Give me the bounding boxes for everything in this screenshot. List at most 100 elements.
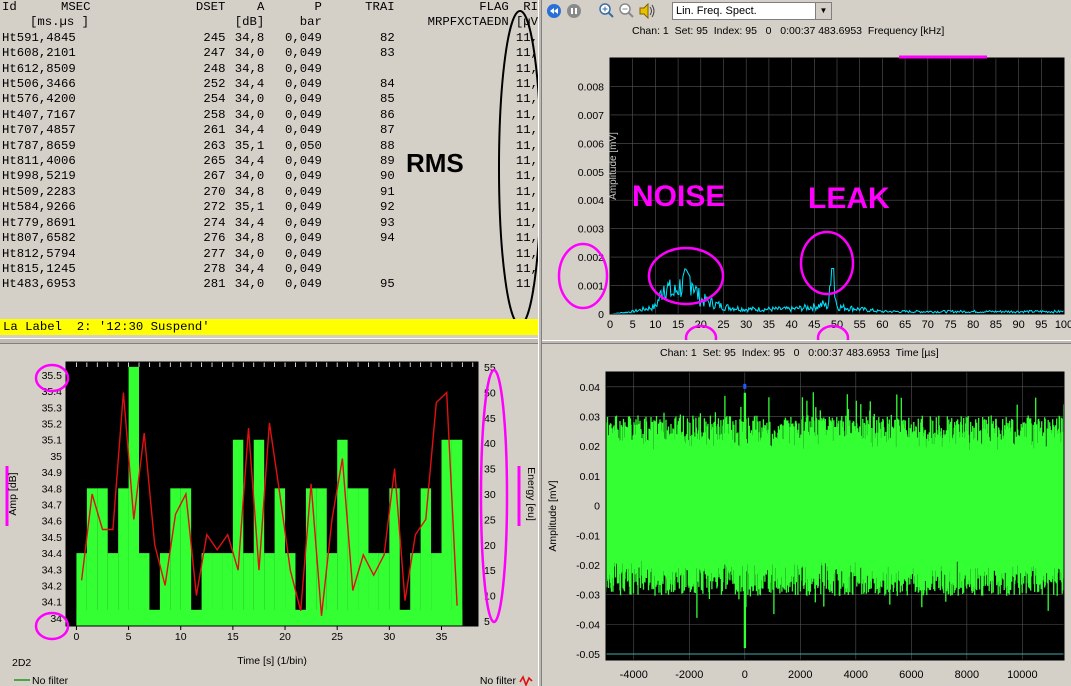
- header-rms[interactable]: RI: [523, 0, 538, 14]
- table-row[interactable]: Ht779,8691 274 34,4 0,049 93 11,: [0, 216, 538, 231]
- table-cell: 35,1: [234, 200, 265, 215]
- table-cell: 0,049: [284, 169, 322, 184]
- histogram-ytick-left: 34: [50, 613, 62, 625]
- table-cell: 278: [203, 261, 226, 276]
- histogram-bar: [107, 553, 119, 626]
- header-flag[interactable]: FLAG: [479, 0, 509, 14]
- horizontal-splitter-left[interactable]: [0, 338, 538, 344]
- legend-right-swatch: [519, 675, 533, 686]
- histogram-ytick-left: 35.2: [42, 419, 63, 431]
- spectrum-ytick-label: 0: [598, 309, 604, 321]
- spectrum-xtick-label: 75: [944, 319, 956, 331]
- rms-annotation: RMS: [406, 148, 464, 178]
- histogram-xlabel: Time [s] (1/bin): [237, 655, 307, 667]
- histogram-ytick-left: 34.5: [42, 532, 63, 544]
- table-cell: 11,: [515, 77, 538, 92]
- table-cell: 85: [379, 92, 395, 107]
- table-cell: 82: [379, 30, 395, 45]
- waveform-chart[interactable]: -4000 -2000 0 2000 4000 6000 8000 10000 0.04 0.03…: [542, 344, 1071, 686]
- table-row[interactable]: Ht787,8659 263 35,1 0,050 88 11,: [0, 139, 538, 154]
- table-cell: 11,: [515, 92, 538, 107]
- table-cell: Ht707,4857: [2, 123, 76, 138]
- histogram-ytick-left: 35.3: [42, 402, 63, 414]
- zoom-in-icon[interactable]: [598, 2, 614, 25]
- histogram-ytick-left: 34.6: [42, 516, 63, 528]
- table-row[interactable]: Ht407,7167 258 34,0 0,049 86 11,: [0, 108, 538, 123]
- table-row[interactable]: Ht707,4857 261 34,4 0,049 87 11,: [0, 123, 538, 138]
- table-cell: 34,0: [234, 107, 265, 122]
- spectrum-mode-value: Lin. Freq. Spect.: [676, 5, 757, 17]
- table-row[interactable]: Ht811,4006 265 34,4 0,049 89 11,: [0, 154, 538, 169]
- table-row[interactable]: Ht576,4200 254 34,0 0,049 85 11,: [0, 92, 538, 107]
- label-bar[interactable]: La Label 2: '12:30 Suspend': [0, 319, 538, 335]
- table-cell: [395, 262, 509, 277]
- spectrum-ylabel: Amplitude [mV]: [608, 132, 619, 200]
- table-cell: [395, 62, 509, 77]
- histogram-ytick-left: 35.5: [42, 370, 63, 382]
- table-cell: 34,0: [234, 46, 265, 61]
- speaker-icon[interactable]: [638, 2, 658, 24]
- histogram-chart[interactable]: 34 34.1 34.2 34.3 34.4 34.5 34.6 34.7 34.8 34.9 35…: [0, 344, 538, 686]
- waveform-ytick-label: -0.05: [576, 649, 600, 661]
- table-row[interactable]: Ht506,3466 252 34,4 0,049 84 11,: [0, 77, 538, 92]
- top-tick-circle: [34, 363, 70, 393]
- waveform-xtick-label: -2000: [675, 669, 703, 681]
- table-cell: Ht584,9266: [2, 200, 76, 215]
- spectrum-xtick-label: 90: [1012, 319, 1024, 331]
- table-row[interactable]: Ht608,2101 247 34,0 0,049 83 11,: [0, 46, 538, 61]
- header-p[interactable]: P: [314, 0, 322, 14]
- header-a[interactable]: A: [256, 0, 265, 14]
- histogram-bar: [337, 439, 348, 626]
- table-cell: [395, 200, 509, 215]
- histogram-ytick-left: 34.4: [42, 548, 63, 560]
- spectrum-xtick-label: 70: [922, 319, 934, 331]
- table-cell: 11,: [515, 184, 538, 199]
- table-row[interactable]: Ht812,5794 277 34,0 0,049 11,: [0, 247, 538, 262]
- trigger-marker: [743, 383, 747, 389]
- zoom-out-icon[interactable]: [618, 2, 634, 25]
- histogram-ytick-left: 35.1: [42, 435, 63, 447]
- table-cell: 276: [203, 231, 226, 246]
- histogram-bar: [420, 488, 432, 626]
- table-cell: 86: [379, 107, 395, 122]
- unit-a: [dB]: [234, 15, 265, 30]
- table-row[interactable]: Ht584,9266 272 35,1 0,049 92 11,: [0, 200, 538, 215]
- pause-icon[interactable]: [567, 4, 581, 18]
- vertical-splitter[interactable]: [538, 0, 542, 686]
- table-row[interactable]: Ht815,1245 278 34,4 0,049 11,: [0, 262, 538, 277]
- chevron-down-icon[interactable]: ▼: [815, 3, 831, 19]
- histogram-ytick-left: 34.2: [42, 581, 63, 593]
- table-cell: [395, 108, 509, 123]
- histogram-bar: [201, 553, 213, 626]
- table-row[interactable]: Ht509,2283 270 34,8 0,049 91 11,: [0, 185, 538, 200]
- horizontal-splitter-right[interactable]: [542, 340, 1071, 344]
- table-cell: 11,: [515, 46, 538, 61]
- waveform-ytick-label: 0: [594, 501, 600, 513]
- spectrum-xtick-label: 100: [1055, 319, 1071, 331]
- table-cell: 261: [203, 123, 226, 138]
- table-cell: 0,049: [284, 277, 322, 292]
- table-row[interactable]: Ht483,6953 281 34,0 0,049 95 11,: [0, 277, 538, 292]
- table-row[interactable]: Ht807,6582 276 34,8 0,049 94 11,: [0, 231, 538, 246]
- table-cell: 254: [203, 92, 226, 107]
- unit-flag: MRPFXCTAEDN: [427, 15, 509, 30]
- table-cell: 0,049: [284, 215, 322, 230]
- table-cell: Ht506,3466: [2, 77, 76, 92]
- header-trai[interactable]: TRAI: [365, 0, 395, 14]
- table-row[interactable]: Ht591,4845 245 34,8 0,049 82 11,: [0, 31, 538, 46]
- histogram-ytick-left: 34.8: [42, 483, 63, 495]
- table-row[interactable]: Ht998,5219 267 34,0 0,049 90 11,: [0, 169, 538, 184]
- header-id[interactable]: Id MSEC: [2, 0, 91, 14]
- table-cell: 11,: [515, 169, 538, 184]
- rewind-icon[interactable]: [547, 4, 561, 18]
- header-dset[interactable]: DSET: [195, 0, 226, 14]
- spectrum-mode-select[interactable]: Lin. Freq. Spect. ▼: [672, 2, 832, 20]
- spectrum-ytick-label: 0.004: [578, 195, 604, 207]
- table-cell: 11,: [515, 277, 538, 292]
- table-cell: 92: [379, 200, 395, 215]
- table-row[interactable]: Ht612,8509 248 34,8 0,049 11,: [0, 62, 538, 77]
- spectrum-xtick-label: 30: [740, 319, 752, 331]
- table-cell: [395, 92, 509, 107]
- table-cell: 0,049: [284, 77, 322, 92]
- spectrum-chart[interactable]: 0 5 10 15 20 25 30 35 40 45 50 55 60 65 70 75 80 85 90 95 10…: [542, 22, 1071, 340]
